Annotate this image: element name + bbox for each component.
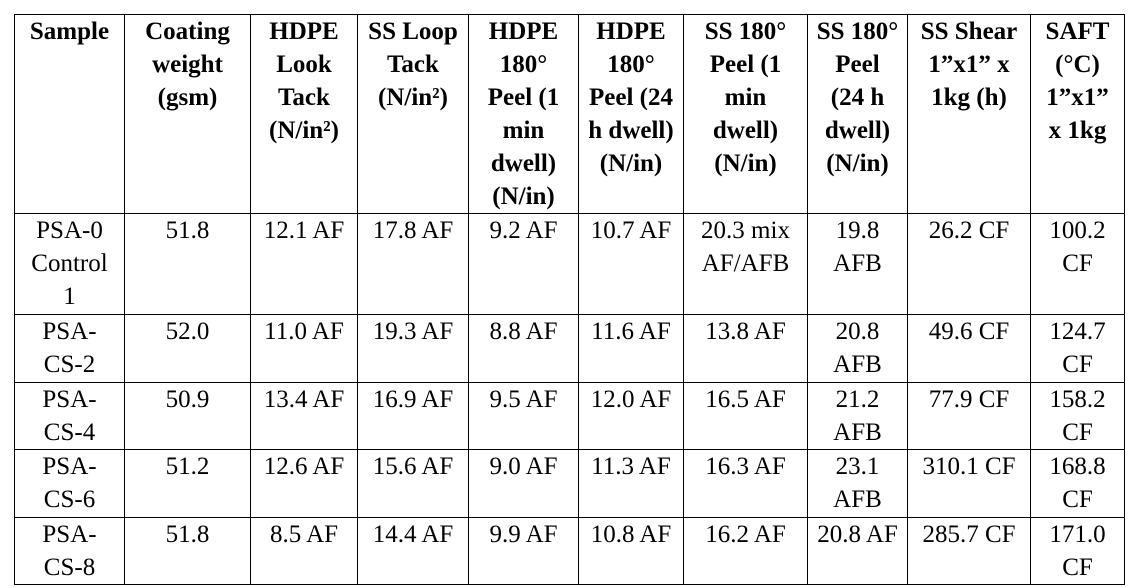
table-cell: 51.8 [124,213,251,315]
table-cell: 16.9 AF [357,381,469,450]
header-cell: Sample [14,14,125,214]
table-cell: 11.3 AF [578,449,684,518]
header-cell: SS 180° Peel (1 min dwell) (N/in) [683,14,808,214]
header-row: Sample Coating weight (gsm) HDPE Look Tack… [14,14,1125,214]
table-row: PSA-CS-6 51.2 12.6 AF 15.6 AF 9.0 AF 11.3 AF 1… [14,449,1125,518]
table-cell: PSA-CS-6 [14,449,125,518]
table-cell: 50.9 [124,381,251,450]
table-row: PSA-CS-4 50.9 13.4 AF 16.9 AF 9.5 AF 12.0 AF 1… [14,381,1125,450]
table-cell: PSA-0 Control 1 [14,213,125,315]
table-cell: 77.9 CF [907,381,1031,450]
table-cell: 49.6 CF [907,314,1031,383]
table-cell: 14.4 AF [357,516,469,585]
table-cell: 168.8 CF [1030,449,1125,518]
table-cell: 9.2 AF [468,213,579,315]
header-cell: HDPE Look Tack (N/in²) [250,14,358,214]
table-cell: 19.8 AFB [807,213,908,315]
table-cell: 8.5 AF [250,516,358,585]
table-cell: PSA-CS-8 [14,516,125,585]
header-cell: SS Shear 1”x1” x 1kg (h) [907,14,1031,214]
table-cell: 158.2 CF [1030,381,1125,450]
table-cell: 124.7 CF [1030,314,1125,383]
table-cell: 21.2 AFB [807,381,908,450]
table-cell: 16.5 AF [683,381,808,450]
table-cell: 23.1 AFB [807,449,908,518]
header-cell: SAFT (°C) 1”x1” x 1kg [1030,14,1125,214]
table-cell: PSA-CS-2 [14,314,125,383]
header-cell: SS 180° Peel (24 h dwell) (N/in) [807,14,908,214]
table-cell: 52.0 [124,314,251,383]
table-cell: 171.0 CF [1030,516,1125,585]
header-cell: HDPE 180° Peel (1 min dwell) (N/in) [468,14,579,214]
table-cell: 8.8 AF [468,314,579,383]
table-cell: 13.4 AF [250,381,358,450]
table-cell: 285.7 CF [907,516,1031,585]
table-cell: 16.3 AF [683,449,808,518]
table-cell: 12.1 AF [250,213,358,315]
header-cell: Coating weight (gsm) [124,14,251,214]
table-cell: 10.7 AF [578,213,684,315]
table-cell: 15.6 AF [357,449,469,518]
table-cell: 100.2 CF [1030,213,1125,315]
table-cell: 10.8 AF [578,516,684,585]
header-cell: HDPE 180° Peel (24 h dwell) (N/in) [578,14,684,214]
table-cell: 310.1 CF [907,449,1031,518]
table-cell: 12.6 AF [250,449,358,518]
table-cell: 17.8 AF [357,213,469,315]
table-cell: 12.0 AF [578,381,684,450]
table-cell: PSA-CS-4 [14,381,125,450]
table-cell: 9.5 AF [468,381,579,450]
table-cell: 20.3 mix AF/AFB [683,213,808,315]
table-row: PSA-CS-2 52.0 11.0 AF 19.3 AF 8.8 AF 11.6 AF 1… [14,314,1125,383]
header-cell: SS Loop Tack (N/in²) [357,14,469,214]
table-cell: 16.2 AF [683,516,808,585]
table-cell: 51.8 [124,516,251,585]
table-cell: 11.0 AF [250,314,358,383]
table-cell: 20.8 AF [807,516,908,585]
table-cell: 9.0 AF [468,449,579,518]
table-cell: 11.6 AF [578,314,684,383]
table-cell: 19.3 AF [357,314,469,383]
table-row: PSA-CS-8 51.8 8.5 AF 14.4 AF 9.9 AF 10.8 AF 16… [14,516,1125,585]
table-row: PSA-0 Control 1 51.8 12.1 AF 17.8 AF 9.2 AF 1… [14,213,1125,315]
table-cell: 26.2 CF [907,213,1031,315]
table-cell: 9.9 AF [468,516,579,585]
data-table: Sample Coating weight (gsm) HDPE Look Tack… [14,14,1125,585]
table-cell: 20.8 AFB [807,314,908,383]
table-cell: 51.2 [124,449,251,518]
table-cell: 13.8 AF [683,314,808,383]
